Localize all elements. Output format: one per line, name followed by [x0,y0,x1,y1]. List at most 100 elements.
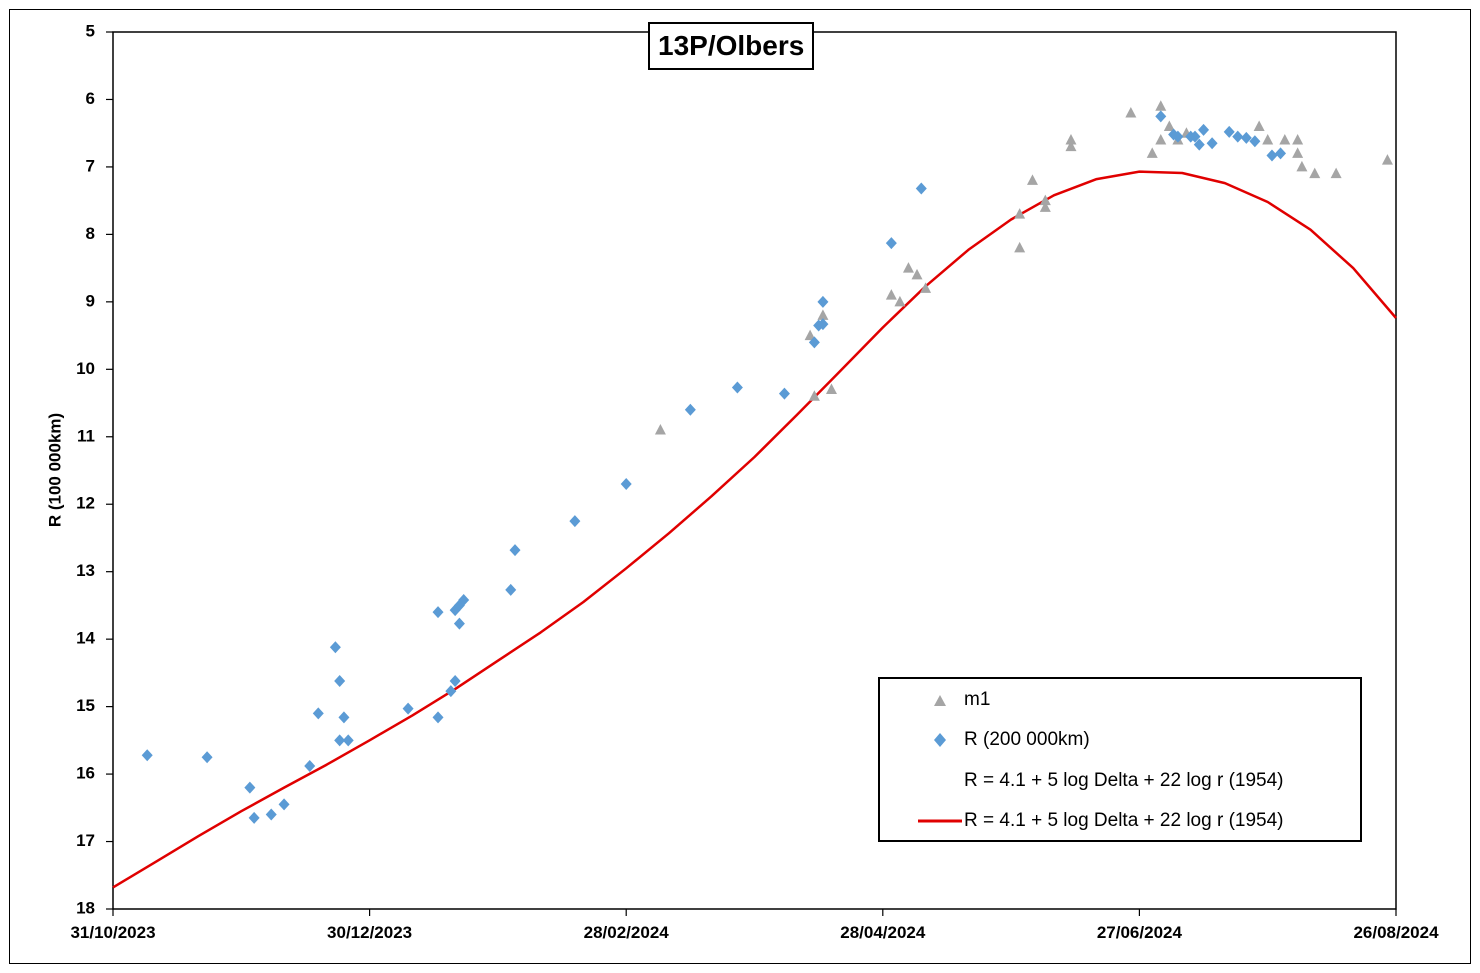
m1-point [1065,133,1077,145]
r-point [338,711,350,724]
m1-point [1163,120,1175,131]
r-point [1266,149,1278,162]
y-tick-label: 10 [76,359,95,378]
legend-item-m1: m1 [880,685,1360,715]
m1-point [1262,133,1274,145]
r-point [808,336,820,349]
x-tick-label: 27/06/2024 [1097,923,1183,942]
r-point [278,798,290,811]
x-tick-label: 28/02/2024 [584,923,670,942]
r-point [1240,131,1252,144]
r-point [1206,137,1218,150]
r-point [620,477,632,490]
series-layer [112,100,1397,889]
r-point [432,606,444,619]
m1-point [1309,167,1321,179]
x-tick-label: 31/10/2023 [70,923,155,942]
legend: m1 R (200 000km) R = 4.1 + 5 log Delta +… [878,677,1362,842]
y-axis-ticks: 5 6 7 8 9 10 11 12 13 14 15 16 17 18 [76,21,113,917]
m1-point [911,268,923,280]
x-tick-label: 28/04/2024 [840,923,926,942]
y-tick-label: 6 [86,89,95,108]
m1-point [808,390,820,401]
x-tick-label: 30/12/2023 [327,923,412,942]
m1-point [1253,120,1265,131]
m1-point [1155,133,1167,145]
y-tick-label: 15 [76,696,95,715]
m1-point [1146,147,1158,158]
y-tick-label: 5 [86,21,95,40]
m1-point [1381,154,1393,165]
m1-point [1125,106,1137,118]
y-tick-label: 9 [86,291,95,310]
m1-point [1026,174,1038,185]
y-axis-title: R (100 000km) [45,413,64,527]
r-point [1193,138,1205,151]
m1-point [1014,208,1026,219]
red-fit-curve [112,170,1397,889]
r-point [248,811,260,824]
r-point [778,387,790,400]
legend-item-formula-blank: R = 4.1 + 5 log Delta + 22 log r (1954) [880,766,1360,796]
y-tick-label: 12 [76,494,95,513]
m1-point [1039,201,1051,212]
r-point [244,781,256,794]
r-point [201,751,213,764]
r-point [449,674,461,687]
m1-point [825,383,837,395]
r-point [915,182,927,195]
r-point [1223,125,1235,138]
y-tick-label: 11 [77,426,95,445]
r-point [509,544,521,557]
m1-point [1039,194,1051,206]
m1-point [1292,133,1304,145]
chart-title-text: 13P/Olbers [658,30,805,61]
m1-point [894,295,906,307]
r-point [329,641,341,654]
r-point [1155,110,1167,123]
m1-point [817,309,829,320]
r-point [731,381,743,394]
r-point [1249,135,1261,148]
m1-point [1065,140,1077,152]
m1-point [902,262,914,273]
m1-point [885,289,897,300]
y-tick-label: 18 [76,898,95,917]
x-tick-label: 26/08/2024 [1353,923,1439,942]
r-point [445,685,457,698]
legend-label-m1: m1 [964,689,991,710]
m1-point [1330,167,1342,179]
m1-point [804,329,816,341]
r-point [304,759,316,772]
m1-point [920,282,932,293]
r-point [817,318,829,331]
legend-label-r: R (200 000km) [964,729,1090,750]
legend-item-r: R (200 000km) [880,725,1360,755]
r-point [1172,130,1184,143]
r-point [505,583,517,596]
m1-point [654,424,666,435]
red-line-icon [918,819,962,823]
r-point [334,734,346,747]
r-point [885,237,897,250]
legend-label-formula-line: R = 4.1 + 5 log Delta + 22 log r (1954) [964,810,1284,831]
r-point [265,808,277,821]
legend-label-formula-blank: R = 4.1 + 5 log Delta + 22 log r (1954) [964,770,1284,791]
y-tick-label: 17 [76,831,95,850]
r-point [402,702,414,715]
m1-point [1292,147,1304,158]
r-point [569,515,581,528]
m1-point [1279,133,1291,145]
r-point [453,617,465,630]
triangle-icon [934,695,946,706]
r-point [1189,130,1201,143]
r-point [432,711,444,724]
diamond-icon [934,733,946,747]
r-point [1275,147,1287,160]
r-point [312,707,324,720]
r-point [141,749,153,762]
y-tick-label: 16 [76,764,95,783]
r-point [684,403,696,416]
r-point [342,734,354,747]
r-point [817,295,829,308]
